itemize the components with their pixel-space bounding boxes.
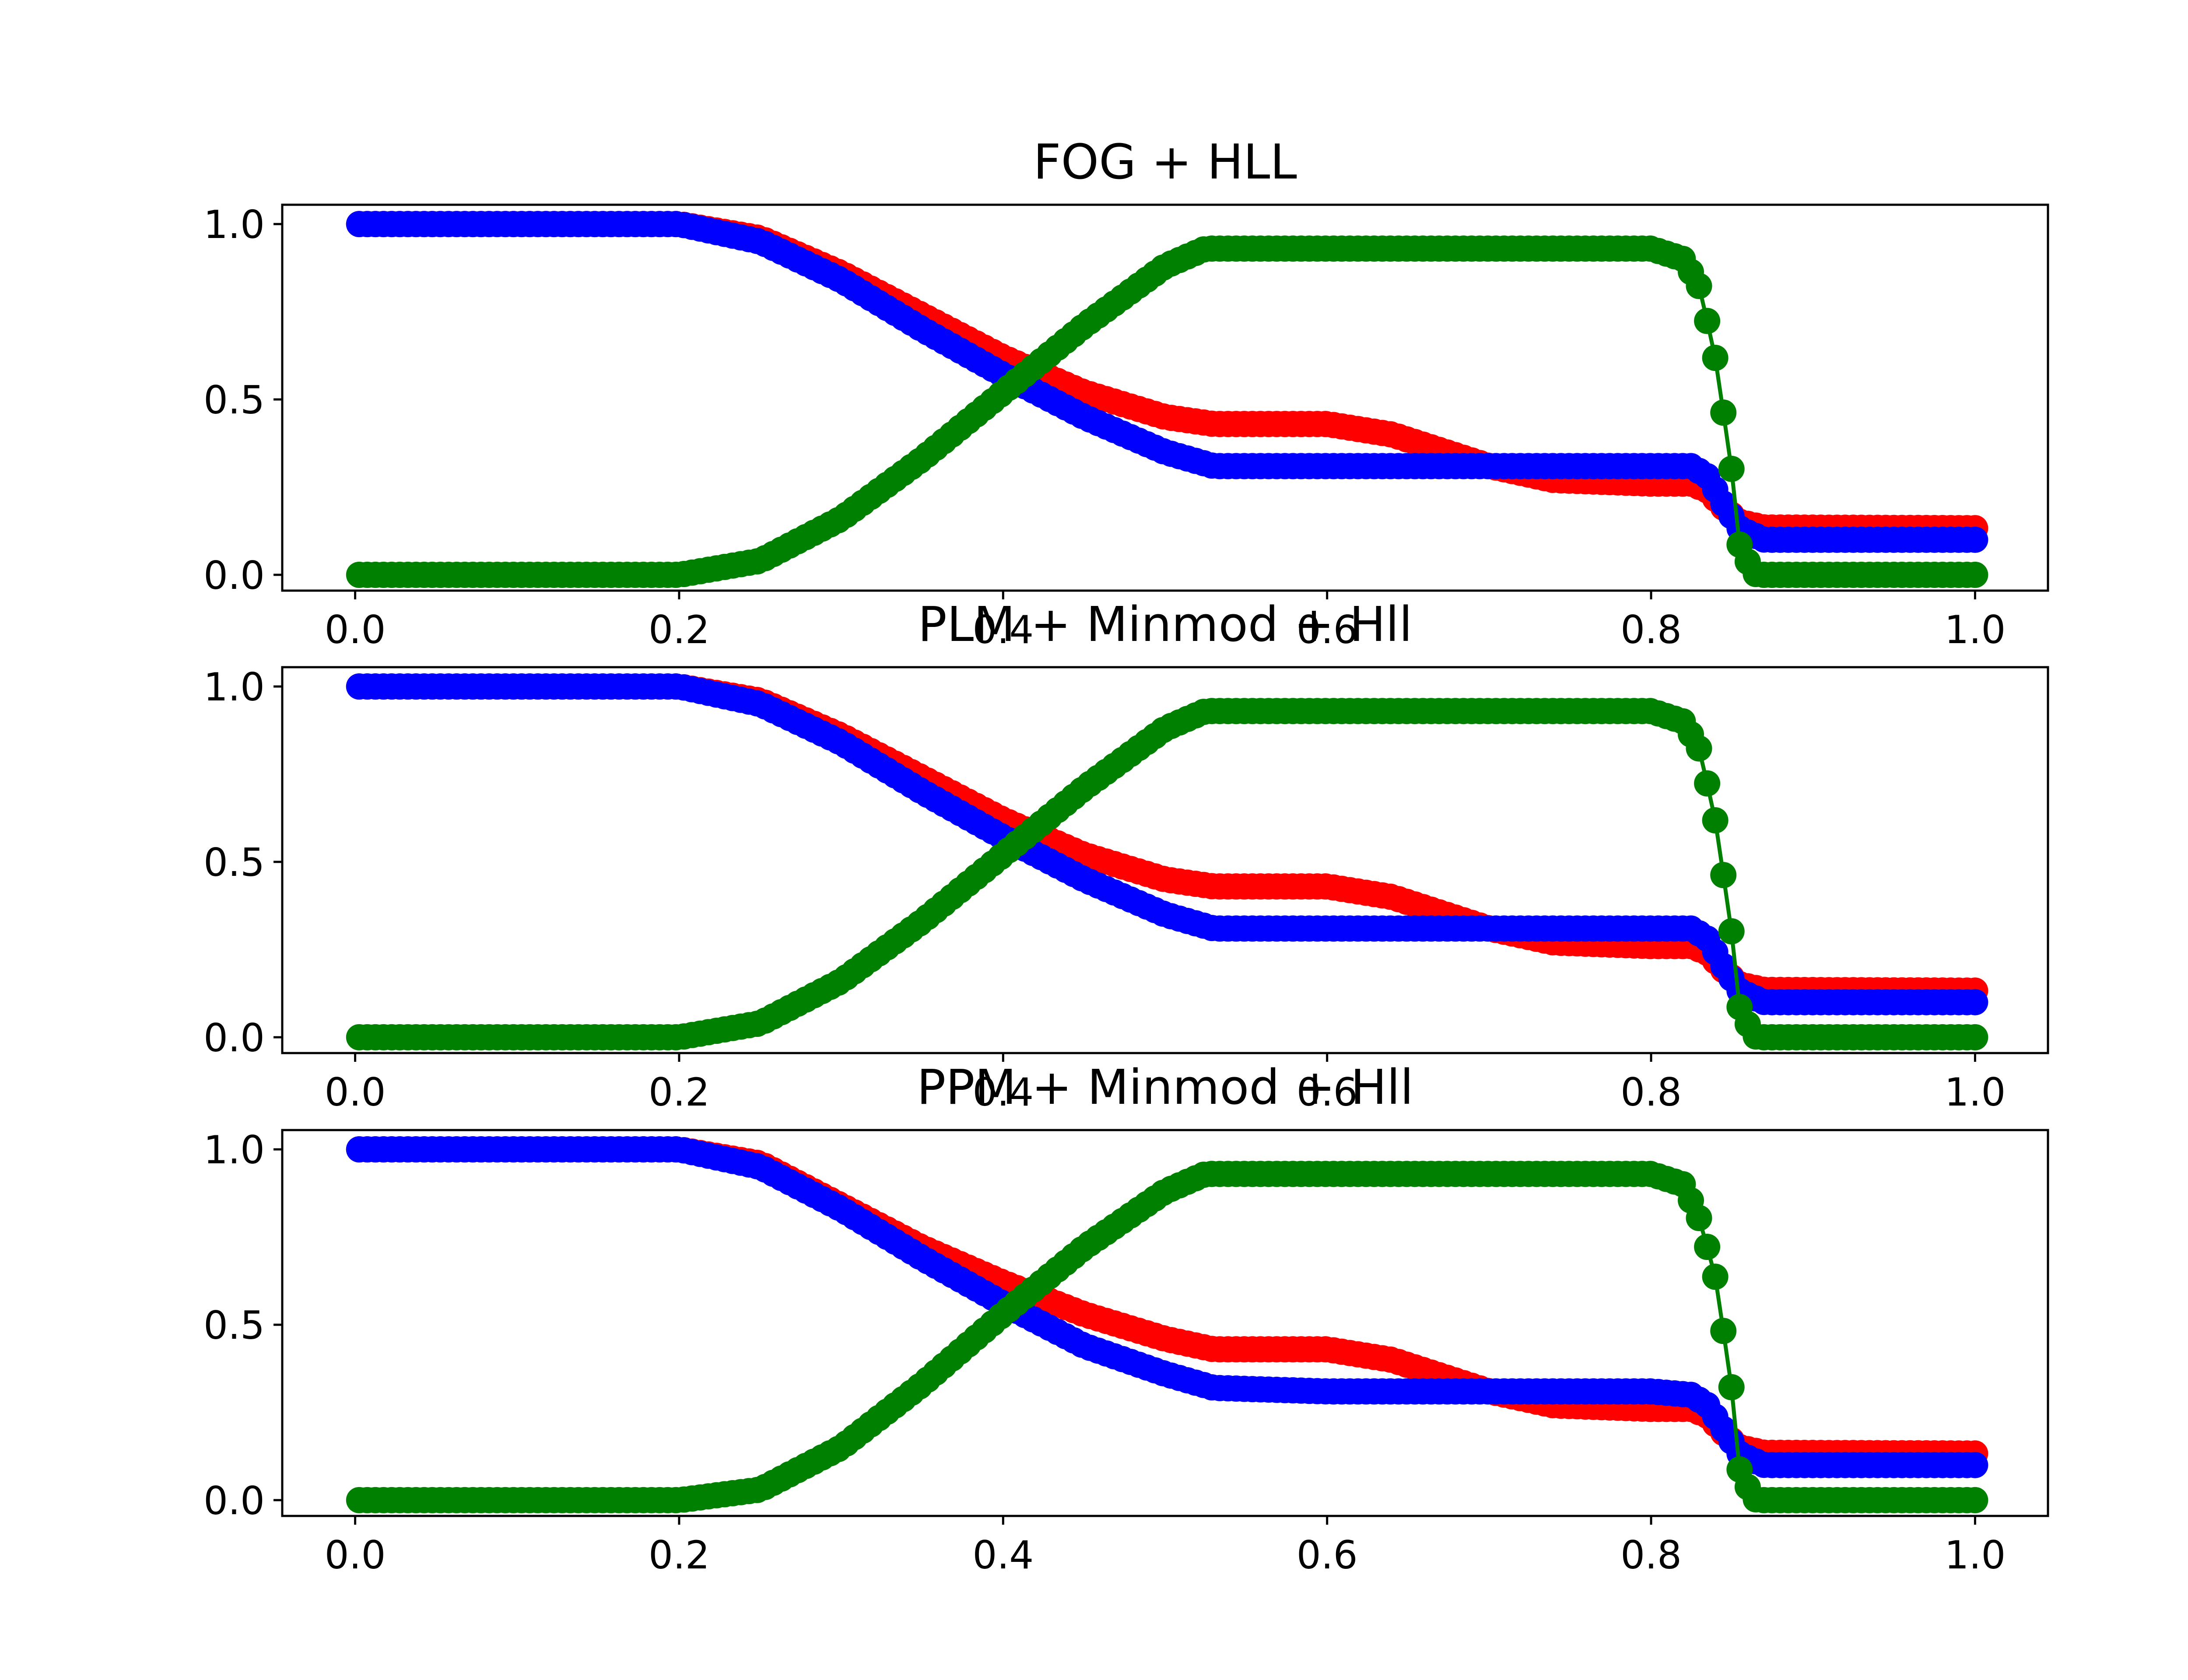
x-tick-label: 0.2	[649, 607, 710, 652]
axes-frame	[281, 666, 2049, 1054]
series-2	[346, 211, 1988, 553]
x-tick-label: 1.0	[1944, 1533, 2006, 1578]
chart-panel-1: 0.0 0.2 0.4 0.6 0.8 1.0 0.0 0.5 1.0 FOG + HLL	[203, 134, 2049, 652]
x-tick-label: 0.6	[1297, 1070, 1358, 1115]
y-tick-label: 1.0	[203, 665, 265, 710]
x-tick-label: 0.4	[972, 1070, 1034, 1115]
chart-title: FOG + HLL	[1033, 134, 1297, 190]
x-tick-label: 0.4	[972, 1533, 1034, 1578]
data-point	[1686, 1205, 1712, 1231]
data-point	[1962, 1487, 1988, 1513]
data-point	[1718, 455, 1745, 482]
series-3	[346, 1161, 1988, 1513]
x-tick-label: 0.4	[972, 607, 1034, 652]
plot-area	[346, 1136, 1988, 1513]
series-2	[346, 673, 1988, 1015]
data-point	[1718, 1374, 1745, 1400]
data-point	[1710, 399, 1737, 426]
data-point	[1702, 807, 1729, 833]
data-point	[1694, 1234, 1721, 1260]
chart-panel-3: 0.0 0.2 0.4 0.6 0.8 1.0 0.0 0.5 1.0 PPM + Minmod …	[203, 1059, 2049, 1578]
x-tick-label: 0.8	[1620, 607, 1682, 652]
series-3	[346, 698, 1988, 1050]
y-tick-label: 0.0	[203, 1015, 265, 1060]
axes-frame	[281, 1129, 2049, 1517]
data-point	[1710, 862, 1737, 889]
y-tick-label: 0.5	[203, 840, 265, 885]
x-tick-label: 0.6	[1297, 1533, 1358, 1578]
chart-title: PPM + Minmod + Hll	[917, 1059, 1413, 1115]
data-point	[1694, 770, 1721, 797]
data-point	[1710, 1318, 1737, 1344]
series-3	[346, 235, 1988, 588]
data-point	[1686, 735, 1712, 762]
y-tick-label: 0.0	[203, 1478, 265, 1523]
x-tick-label: 0.2	[649, 1533, 710, 1578]
x-tick-label: 0.8	[1620, 1533, 1682, 1578]
data-point	[1702, 1264, 1729, 1290]
x-tick-label: 0.6	[1297, 607, 1358, 652]
data-point	[1962, 1452, 1988, 1478]
x-tick-label: 0.0	[325, 1533, 386, 1578]
x-tick-label: 1.0	[1944, 607, 2006, 652]
y-tick-label: 1.0	[203, 1127, 265, 1172]
data-point	[1962, 1024, 1988, 1050]
data-point	[1718, 918, 1745, 945]
axes-frame	[281, 203, 2049, 592]
y-tick-label: 0.5	[203, 1303, 265, 1348]
plot-area	[346, 211, 1988, 588]
x-tick-label: 0.8	[1620, 1070, 1682, 1115]
data-point	[1702, 345, 1729, 371]
plot-area	[346, 673, 1988, 1050]
data-point	[1686, 273, 1712, 299]
data-point	[1694, 308, 1721, 334]
chart-panel-2: 0.0 0.2 0.4 0.6 0.8 1.0 0.0 0.5 1.0 PLM + Minmod …	[203, 596, 2049, 1115]
x-tick-label: 0.0	[325, 607, 386, 652]
y-tick-label: 0.0	[203, 553, 265, 598]
data-point	[1962, 989, 1988, 1015]
data-point	[1962, 561, 1988, 588]
x-tick-label: 0.2	[649, 1070, 710, 1115]
x-tick-label: 1.0	[1944, 1070, 2006, 1115]
x-tick-label: 0.0	[325, 1070, 386, 1115]
data-point	[1962, 526, 1988, 553]
chart-title: PLM + Minmod + Hll	[918, 596, 1412, 652]
y-tick-label: 1.0	[203, 202, 265, 247]
y-tick-label: 0.5	[203, 378, 265, 423]
